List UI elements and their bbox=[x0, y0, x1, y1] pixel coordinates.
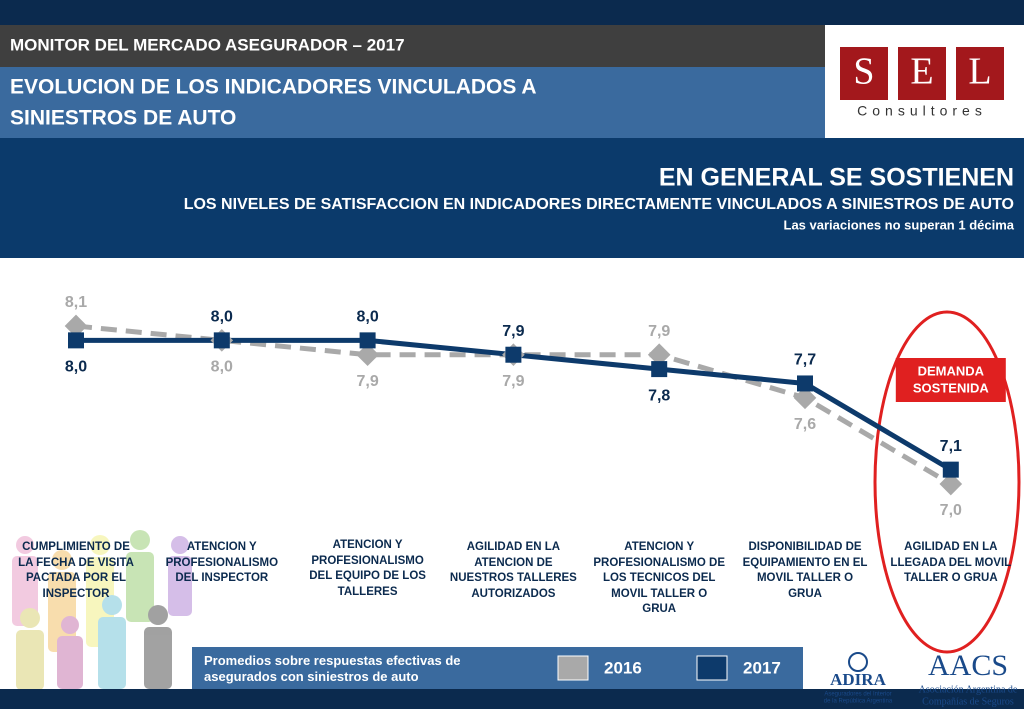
marker bbox=[651, 361, 668, 378]
top-label-bar bbox=[0, 25, 825, 67]
figure bbox=[16, 630, 44, 690]
top-strip bbox=[0, 0, 1024, 25]
marker bbox=[647, 343, 671, 367]
logo-letter: L bbox=[968, 51, 991, 93]
value-label: 7,8 bbox=[648, 387, 670, 404]
line-chart: 8,1 8,0 7,9 7,9 7,9 7,6 7,0 8,0 8,0 8,0 7,9 7,8 7,7 7… bbox=[64, 294, 1006, 681]
figure bbox=[168, 556, 192, 616]
figure bbox=[52, 550, 72, 570]
value-label: 8,0 bbox=[356, 309, 378, 326]
logo-subtitle: Consultores bbox=[857, 103, 987, 119]
value-label: 7,9 bbox=[648, 323, 670, 340]
x-category-label: CUMPLIMIENTO DE LA FECHA DE VISITA PACTA… bbox=[18, 541, 134, 600]
marker bbox=[939, 472, 963, 496]
marker bbox=[797, 375, 813, 392]
figure bbox=[98, 617, 126, 689]
figure bbox=[57, 636, 83, 689]
legend-swatch bbox=[696, 655, 728, 681]
banner bbox=[0, 138, 1024, 258]
title-line: SINIESTROS DE AUTO bbox=[10, 107, 236, 130]
marker bbox=[505, 346, 522, 363]
banner-headline: EN GENERAL SE SOSTIENEN bbox=[659, 164, 1014, 192]
logo-box bbox=[840, 47, 888, 100]
x-category-label: ATENCION Y PROFESIONALISMO DE LOS TECNIC… bbox=[593, 541, 725, 615]
footnote: Promedios sobre respuestas efectivas de … bbox=[204, 653, 461, 684]
value-label: 7,0 bbox=[940, 502, 962, 519]
marker bbox=[356, 343, 379, 367]
banner-note: Las variaciones no superan 1 décima bbox=[784, 217, 1015, 232]
figure bbox=[148, 605, 168, 625]
annotation: DEMANDA bbox=[918, 363, 985, 378]
legend-swatch bbox=[557, 655, 589, 681]
x-category-label: DISPONIBILIDAD DE EQUIPAMIENTO EN EL MOV… bbox=[742, 541, 868, 600]
value-label: 8,0 bbox=[211, 359, 233, 376]
figure bbox=[130, 530, 150, 550]
partner-name: ADIRA bbox=[830, 670, 886, 689]
figure bbox=[126, 552, 154, 622]
figure bbox=[90, 535, 110, 555]
marker bbox=[942, 461, 959, 478]
value-label: 7,9 bbox=[502, 373, 524, 390]
aacs-logo: AACS Asociación Argentina de Compañías d… bbox=[919, 649, 1018, 707]
logo-letter: E bbox=[910, 51, 933, 93]
title-bar bbox=[0, 67, 825, 138]
x-category-label: ATENCION Y PROFESIONALISMO DEL EQUIPO DE… bbox=[309, 539, 426, 598]
highlight-ellipse bbox=[873, 310, 1021, 654]
value-label: 7,6 bbox=[794, 416, 816, 433]
x-category-label: ATENCION Y PROFESIONALISMO DEL INSPECTOR bbox=[165, 541, 279, 584]
marker bbox=[793, 386, 817, 410]
figure bbox=[171, 536, 189, 554]
figure bbox=[16, 536, 34, 554]
value-label: 7,9 bbox=[502, 323, 524, 340]
adira-logo: ADIRA Aseguradores del Interior de la Re… bbox=[824, 652, 893, 705]
partner-caption: Asociación Argentina de bbox=[919, 684, 1018, 695]
marker bbox=[68, 332, 84, 349]
annotation-box bbox=[895, 358, 1006, 402]
partner-caption: Compañías de Seguros bbox=[922, 696, 1014, 707]
logo-box bbox=[898, 47, 946, 100]
x-category-label: AGILIDAD EN LA LLEGADA DEL MOVIL TALLER … bbox=[890, 541, 1012, 584]
marker bbox=[213, 332, 230, 349]
figure bbox=[61, 616, 79, 634]
sel-logo: S E L Consultores bbox=[840, 47, 1004, 119]
value-label: 8,0 bbox=[211, 309, 233, 326]
legend-label: 2017 bbox=[743, 658, 781, 677]
banner-subhead: LOS NIVELES DE SATISFACCION EN INDICADOR… bbox=[184, 196, 1014, 213]
annotation: SOSTENIDA bbox=[913, 380, 989, 395]
people-figures bbox=[12, 530, 192, 690]
logo-box bbox=[956, 47, 1004, 100]
partner-caption: de la República Argentina bbox=[824, 699, 893, 705]
top-label: MONITOR DEL MERCADO ASEGURADOR – 2017 bbox=[10, 35, 405, 54]
value-label: 7,7 bbox=[794, 352, 816, 369]
logo-mark bbox=[848, 652, 868, 672]
logo-letter: S bbox=[853, 51, 874, 93]
x-category-label: AGILIDAD EN LA ATENCION DE NUESTROS TALL… bbox=[449, 541, 577, 600]
value-label: 7,1 bbox=[940, 438, 962, 455]
partner-caption: Aseguradores del Interior bbox=[824, 692, 891, 698]
value-label: 8,0 bbox=[65, 359, 87, 376]
figure bbox=[20, 608, 40, 628]
marker bbox=[64, 314, 88, 338]
bottom-strip bbox=[0, 689, 1024, 709]
value-label: 8,1 bbox=[65, 294, 87, 311]
legend-label: 2016 bbox=[604, 658, 642, 677]
value-label: 7,9 bbox=[356, 373, 378, 390]
figure bbox=[144, 627, 172, 689]
title-line: EVOLUCION DE LOS INDICADORES VINCULADOS … bbox=[10, 76, 537, 99]
figure bbox=[102, 595, 122, 615]
marker bbox=[359, 332, 376, 349]
partner-name: AACS bbox=[928, 649, 1008, 682]
